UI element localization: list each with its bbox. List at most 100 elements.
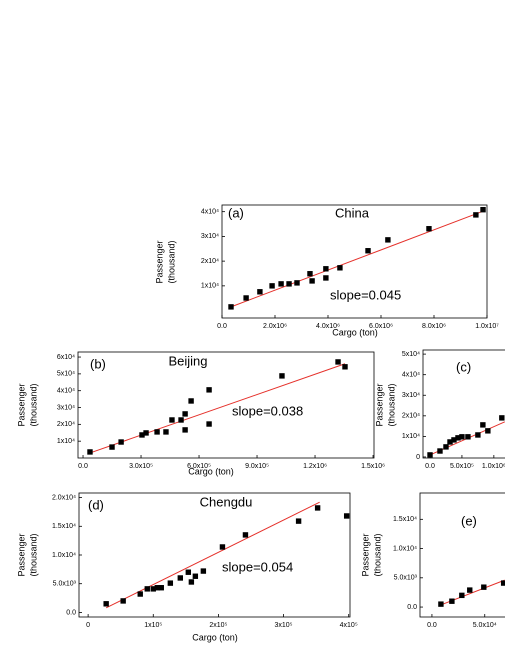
panel-label: (a) (228, 205, 244, 220)
slope-annotation: slope=0.045 (330, 287, 401, 302)
data-point (295, 518, 302, 524)
data-point (438, 601, 444, 607)
panel-label: (b) (90, 356, 106, 371)
data-point (480, 206, 486, 213)
y-tick-label: 1x10⁴ (402, 433, 420, 440)
y-axis-label: (thousand) (372, 533, 382, 576)
data-point (459, 434, 465, 440)
data-point (150, 586, 156, 592)
data-point (87, 449, 93, 455)
x-tick-label: 6.0x10⁶ (369, 323, 393, 330)
data-point (499, 415, 505, 421)
data-point (158, 585, 164, 591)
data-point (109, 444, 115, 450)
data-point (500, 580, 505, 586)
slope-annotation: slope=0.038 (232, 403, 303, 418)
x-tick-label: 0.0 (427, 622, 437, 629)
data-point (192, 573, 199, 579)
data-point (323, 266, 329, 272)
data-point (167, 580, 174, 586)
data-point (144, 586, 150, 592)
y-tick-label: 5x10⁴ (402, 351, 420, 358)
x-tick-label: 0.0 (217, 323, 227, 330)
panel-title: China (335, 205, 370, 220)
fit-line (89, 363, 346, 454)
y-tick-label: 1.5x10⁴ (393, 516, 417, 523)
y-tick-label: 4x10⁴ (402, 372, 420, 379)
y-tick-label: 0.0 (407, 604, 417, 611)
data-point (139, 432, 145, 438)
y-tick-label: 1.0x10⁴ (52, 552, 76, 559)
data-point (323, 275, 329, 281)
x-axis-label: Cargo (ton) (192, 632, 238, 642)
x-axis-label: Cargo (ton) (188, 466, 234, 476)
data-point (459, 592, 465, 599)
x-tick-label: 3.0x10⁵ (129, 463, 153, 470)
data-point (485, 428, 491, 434)
data-point (307, 271, 313, 277)
y-tick-label: 1.5x10⁴ (52, 523, 76, 530)
y-tick-label: 2x10⁴ (57, 421, 75, 428)
data-point (228, 304, 234, 310)
data-point (188, 579, 195, 585)
data-point (188, 398, 194, 404)
y-tick-label: 5.0x10³ (394, 575, 418, 582)
panel-label: (d) (88, 497, 104, 512)
y-tick-label: 5.0x10³ (53, 581, 77, 588)
data-point (278, 281, 284, 287)
data-point (154, 429, 160, 435)
data-point (447, 439, 453, 445)
data-point (342, 364, 348, 370)
x-tick-label: 5.0x10⁵ (450, 463, 474, 470)
x-tick-label: 2.0x10⁶ (263, 323, 287, 330)
fit-line (105, 501, 320, 609)
data-point (443, 444, 449, 450)
data-point (177, 575, 183, 581)
data-point (182, 411, 188, 417)
x-tick-label: 6.0x10⁵ (187, 463, 211, 470)
x-tick-label: 4x10⁵ (340, 622, 358, 629)
data-point (206, 387, 212, 393)
slope-annotation: slope=0.054 (222, 559, 293, 574)
x-tick-label: 8.0x10⁶ (422, 323, 446, 330)
data-point (337, 265, 343, 271)
data-point (335, 359, 341, 365)
data-point (154, 585, 161, 591)
data-point (481, 584, 487, 590)
x-axis-label: Cargo (ton) (332, 327, 378, 337)
x-tick-label: 1.0x10⁷ (475, 323, 499, 330)
y-axis-label: (thousand) (386, 383, 396, 426)
y-tick-label: 5x10⁴ (57, 371, 75, 378)
data-point (286, 281, 292, 287)
y-axis-label: Passenger (154, 240, 164, 283)
data-point (365, 248, 371, 254)
fit-line (230, 210, 485, 308)
data-point (449, 598, 455, 604)
y-tick-label: 3x10⁴ (201, 233, 219, 240)
data-point (206, 421, 212, 427)
data-point (182, 427, 188, 433)
data-point (143, 430, 149, 436)
data-point (385, 237, 391, 243)
data-point (269, 283, 275, 289)
data-point (243, 295, 249, 301)
data-point (480, 422, 486, 428)
data-point (437, 448, 443, 454)
y-tick-label: 2x10⁴ (201, 258, 219, 265)
data-point (200, 568, 207, 574)
plot-frame (419, 492, 505, 618)
y-tick-label: 0.0 (66, 609, 76, 616)
data-point (475, 432, 481, 438)
x-tick-label: 2x10⁵ (209, 622, 227, 629)
data-point (120, 598, 126, 604)
data-point (427, 452, 433, 458)
data-point (169, 417, 175, 423)
x-tick-label: 0.0 (78, 463, 88, 470)
y-axis-label: Passenger (16, 383, 26, 426)
x-tick-label: 1.0x10⁶ (482, 463, 505, 470)
x-tick-label: 0 (86, 622, 90, 629)
x-tick-label: 5.0x10⁴ (473, 622, 497, 629)
data-point (137, 591, 143, 597)
